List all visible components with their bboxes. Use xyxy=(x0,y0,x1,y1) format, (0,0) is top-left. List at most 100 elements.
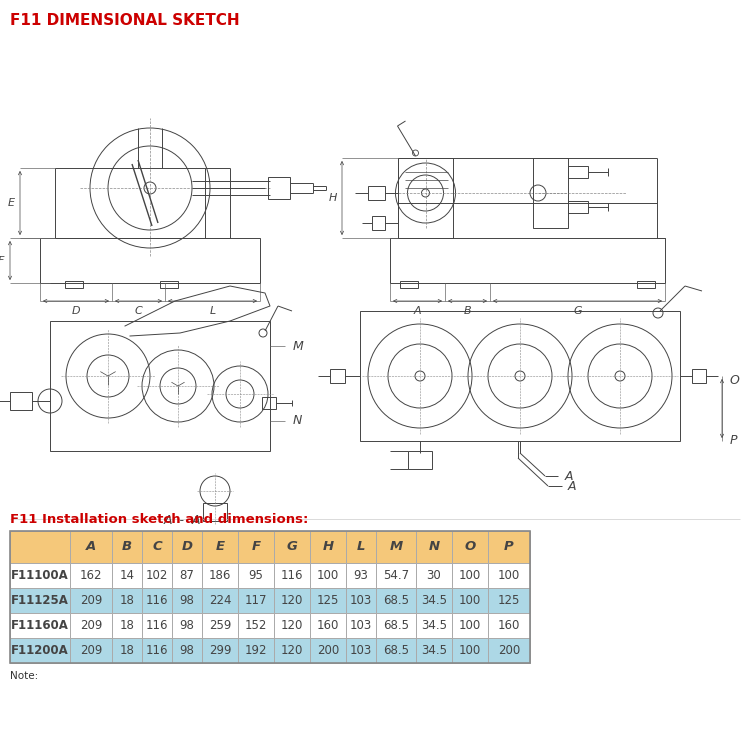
Text: 100: 100 xyxy=(459,594,482,607)
Bar xyxy=(568,201,588,213)
Bar xyxy=(360,311,680,441)
Bar xyxy=(112,563,142,588)
Text: 34.5: 34.5 xyxy=(421,644,447,657)
Bar xyxy=(452,531,488,563)
Text: 68.5: 68.5 xyxy=(383,594,409,607)
Bar xyxy=(416,531,452,563)
Bar xyxy=(238,531,274,563)
Text: 68.5: 68.5 xyxy=(383,619,409,632)
Text: 34.5: 34.5 xyxy=(421,619,447,632)
Bar xyxy=(533,158,568,228)
Bar xyxy=(274,531,310,563)
Text: P: P xyxy=(730,434,737,448)
Bar xyxy=(202,563,238,588)
Bar xyxy=(70,531,112,563)
Text: 209: 209 xyxy=(80,594,102,607)
Bar xyxy=(142,531,172,563)
Text: N: N xyxy=(428,541,439,554)
Text: F11 Installation sketch and dimensions:: F11 Installation sketch and dimensions: xyxy=(10,513,308,526)
Text: 30: 30 xyxy=(427,569,441,582)
Text: 18: 18 xyxy=(119,644,134,657)
Text: 209: 209 xyxy=(80,644,102,657)
Text: A  -  A: A - A xyxy=(164,515,201,527)
Bar xyxy=(10,613,70,638)
Bar xyxy=(142,638,172,663)
Text: 299: 299 xyxy=(209,644,231,657)
Text: 120: 120 xyxy=(280,619,303,632)
Text: 125: 125 xyxy=(498,594,520,607)
Text: C: C xyxy=(152,541,162,554)
Bar xyxy=(112,531,142,563)
Bar xyxy=(416,588,452,613)
Text: P: P xyxy=(504,541,514,554)
Text: 98: 98 xyxy=(179,619,194,632)
Bar xyxy=(346,638,376,663)
Bar xyxy=(400,281,418,288)
Bar xyxy=(238,638,274,663)
Text: 98: 98 xyxy=(179,644,194,657)
Text: 259: 259 xyxy=(209,619,231,632)
Bar xyxy=(368,186,385,200)
Text: 116: 116 xyxy=(280,569,303,582)
Text: Note:: Note: xyxy=(10,671,38,681)
Bar xyxy=(398,158,453,238)
Text: F11100A: F11100A xyxy=(11,569,69,582)
Bar xyxy=(50,321,270,451)
Text: A: A xyxy=(565,469,574,483)
Bar xyxy=(203,503,227,521)
Bar xyxy=(172,638,202,663)
Text: 93: 93 xyxy=(353,569,368,582)
Text: A: A xyxy=(414,306,422,316)
Bar xyxy=(112,638,142,663)
Bar xyxy=(70,588,112,613)
Bar xyxy=(408,451,432,469)
Text: B: B xyxy=(464,306,471,316)
Bar xyxy=(274,613,310,638)
Bar xyxy=(376,613,416,638)
Bar xyxy=(346,588,376,613)
Text: 100: 100 xyxy=(459,619,482,632)
Text: 116: 116 xyxy=(146,644,168,657)
Text: 100: 100 xyxy=(459,569,482,582)
Text: H: H xyxy=(322,541,334,554)
Text: F11160A: F11160A xyxy=(11,619,69,632)
Text: B: B xyxy=(122,541,132,554)
Bar xyxy=(262,397,276,409)
Bar xyxy=(112,613,142,638)
Bar xyxy=(70,563,112,588)
Text: 14: 14 xyxy=(119,569,134,582)
Bar xyxy=(238,563,274,588)
Text: 186: 186 xyxy=(209,569,231,582)
Text: M: M xyxy=(389,541,403,554)
Text: 98: 98 xyxy=(179,594,194,607)
Text: H: H xyxy=(328,193,338,203)
Bar xyxy=(10,531,530,663)
Bar xyxy=(488,638,530,663)
Text: G: G xyxy=(286,541,298,554)
Text: F: F xyxy=(251,541,260,554)
Bar xyxy=(40,238,260,283)
Bar xyxy=(310,613,346,638)
Bar xyxy=(10,638,70,663)
Text: 18: 18 xyxy=(119,594,134,607)
Bar xyxy=(310,563,346,588)
Text: 209: 209 xyxy=(80,619,102,632)
Text: 100: 100 xyxy=(498,569,520,582)
Bar xyxy=(416,563,452,588)
Bar xyxy=(238,588,274,613)
Text: D: D xyxy=(72,306,80,316)
Text: 224: 224 xyxy=(209,594,231,607)
Bar xyxy=(376,563,416,588)
Bar xyxy=(70,638,112,663)
Text: 68.5: 68.5 xyxy=(383,644,409,657)
Text: A: A xyxy=(86,541,96,554)
Text: G: G xyxy=(573,306,582,316)
Text: 100: 100 xyxy=(459,644,482,657)
Bar xyxy=(452,638,488,663)
Bar xyxy=(330,369,345,383)
Text: F: F xyxy=(0,255,4,266)
Bar xyxy=(274,563,310,588)
Bar xyxy=(692,369,706,383)
Text: 103: 103 xyxy=(350,619,372,632)
Bar xyxy=(488,531,530,563)
